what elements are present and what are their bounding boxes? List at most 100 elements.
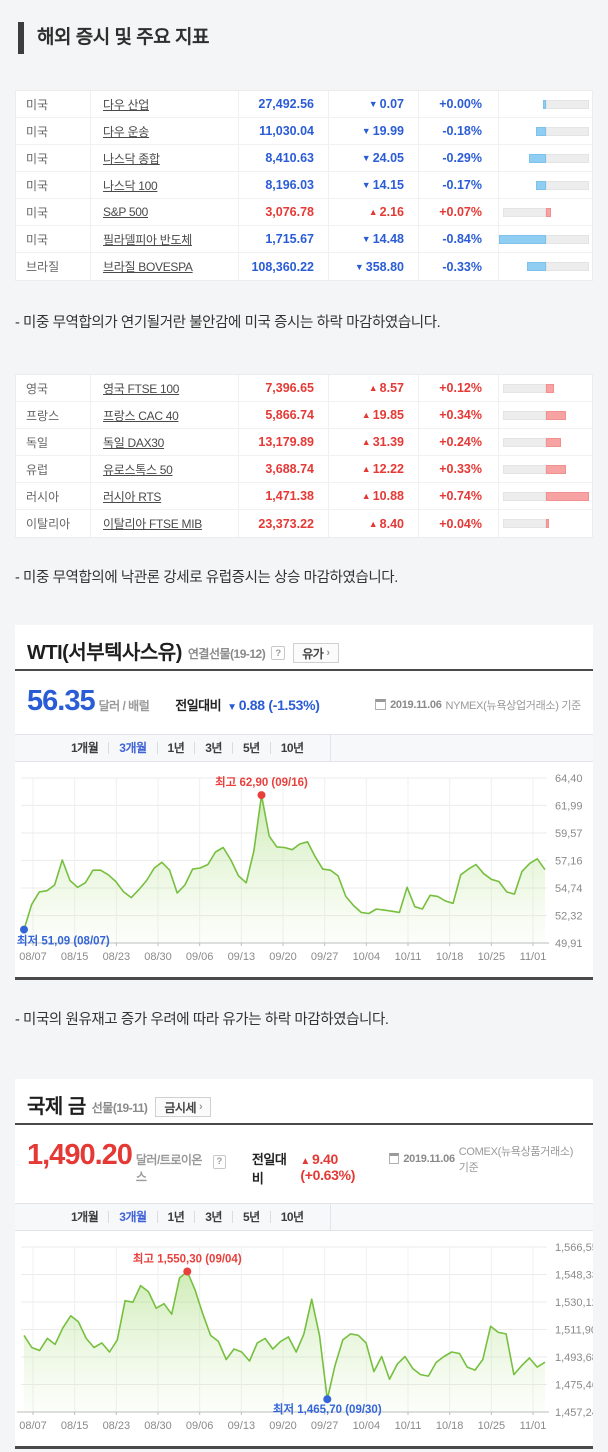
svg-text:08/07: 08/07 [19,1420,47,1432]
index-link[interactable]: 나스닥 종합 [103,151,160,166]
index-percent-cell: +0.74% [419,483,499,509]
period-tab-1년[interactable]: 1년 [156,1211,195,1223]
index-link[interactable]: 프랑스 CAC 40 [103,408,179,423]
bar-track [502,437,546,447]
bar-track [502,410,546,420]
bar-fill [526,262,546,271]
table-row: 브라질 브라질 BOVESPA 108,360.22 ▼ 358.80 -0.33% [16,253,592,280]
index-name-cell: 브라질 BOVESPA [91,253,239,280]
country-cell: 미국 [16,226,91,252]
change-bar-cell [499,199,592,225]
index-link[interactable]: 필라델피아 반도체 [103,232,192,247]
period-tab-5년[interactable]: 5년 [231,742,270,754]
period-tab-10년[interactable]: 10년 [269,742,314,754]
period-tab-3년[interactable]: 3년 [194,742,232,754]
index-link[interactable]: 다우 운송 [103,124,149,139]
help-icon[interactable]: ? [271,646,286,660]
index-value-cell: 7,396.65 [239,375,329,401]
change-bar-cell [499,91,592,117]
country-cell: 프랑스 [16,402,91,428]
svg-text:1,530,12: 1,530,12 [555,1297,593,1309]
index-change-cell: ▼ 14.48 [329,226,419,252]
period-tab-3개월[interactable]: 3개월 [108,1211,156,1223]
wti-link-button[interactable]: 유가 › [293,643,339,663]
change-bar-cell [499,510,592,537]
index-change-cell: ▲ 10.88 [329,483,419,509]
down-arrow-icon: ▼ [361,126,371,136]
period-tab-3개월[interactable]: 3개월 [108,742,156,754]
quote-source: NYMEX(뉴욕상업거래소) 기준 [445,699,582,712]
period-tab-1개월[interactable]: 1개월 [71,1210,99,1224]
index-change-cell: ▲ 8.40 [329,510,419,537]
bar-fill [528,153,546,163]
period-tab-1개월[interactable]: 1개월 [71,741,99,755]
index-percent-cell: +0.33% [419,456,499,482]
change-bar [502,491,590,501]
wti-date-info: 2019.11.06 NYMEX(뉴욕상업거래소) 기준 [375,697,581,713]
gold-link-button[interactable]: 금시세 › [155,1097,212,1117]
index-name-cell: 필라델피아 반도체 [91,226,239,252]
index-link[interactable]: 다우 산업 [103,97,149,112]
bar-track [502,519,546,528]
bar-fill [535,180,546,190]
change-bar [498,234,590,244]
down-arrow-icon: ▼ [361,153,371,163]
change-bar [502,180,590,190]
index-link[interactable]: 나스닥 100 [103,178,158,193]
svg-text:10/18: 10/18 [436,951,464,963]
svg-text:10/11: 10/11 [395,1420,422,1432]
page-title: 해외 증시 및 주요 지표 [18,22,593,54]
index-link[interactable]: 영국 FTSE 100 [103,381,180,396]
period-tab-5년[interactable]: 5년 [231,1211,270,1223]
bar-fill [535,126,546,136]
svg-text:1,511,90: 1,511,90 [555,1325,593,1337]
index-change-cell: ▲ 31.39 [329,429,419,455]
bar-track [545,99,589,109]
table-row: 러시아 러시아 RTS 1,471.38 ▲ 10.88 +0.74% [16,483,592,510]
gold-subtitle: 선물(19-11) [91,1100,148,1115]
period-tab-10년[interactable]: 10년 [269,1211,314,1223]
index-link[interactable]: 이탈리아 FTSE MIB [103,517,202,531]
gold-chart: 1,566,55 1,548,33 1,530,12 1,511,90 1,493,68… [15,1237,598,1442]
bar-fill [545,207,551,217]
area-fill [24,1271,545,1412]
svg-text:59,57: 59,57 [555,828,583,840]
bar-fill [545,383,554,393]
svg-text:11/01: 11/01 [520,951,547,963]
up-arrow-icon: ▲ [368,383,378,393]
index-link[interactable]: 독일 DAX30 [103,435,165,450]
svg-text:10/18: 10/18 [436,1420,464,1432]
change-bar-cell [499,253,592,280]
up-arrow-icon: ▲ [300,1156,310,1167]
index-change-cell: ▼ 14.15 [329,172,419,198]
wti-tabs: 1개월 3개월 1년 3년 5년 10년 [15,735,331,761]
table-row: 미국 다우 운송 11,030.04 ▼ 19.99 -0.18% [16,118,592,145]
bar-track [545,153,589,163]
index-link[interactable]: 유로스톡스 50 [103,462,173,477]
svg-text:09/27: 09/27 [311,1420,339,1432]
price-line [23,1270,546,1400]
index-percent-cell: +0.07% [419,199,499,225]
calendar-icon [375,699,387,710]
index-percent-cell: +0.00% [419,91,499,117]
country-cell: 브라질 [16,253,91,280]
index-link[interactable]: 브라질 BOVESPA [103,260,193,274]
svg-text:08/15: 08/15 [61,1420,89,1432]
period-tab-3년[interactable]: 3년 [194,1211,232,1223]
low-point-dot [323,1395,332,1404]
period-tab-1년[interactable]: 1년 [156,742,195,754]
wti-period-tabbar: 1개월 3개월 1년 3년 5년 10년 [15,734,593,762]
gold-card-header: 국제 금 선물(19-11) 금시세 › [15,1089,593,1118]
index-change-cell: ▼ 24.05 [329,145,419,171]
index-value-cell: 11,030.04 [239,118,329,144]
index-link[interactable]: 러시아 RTS [103,489,162,504]
bar-track [502,207,546,217]
bar-fill [542,99,546,109]
comment-us: - 미중 무역합의가 연기될거란 불안감에 미국 증시는 하락 마감하였습니다. [15,315,441,331]
help-icon[interactable]: ? [212,1154,226,1169]
index-link[interactable]: S&P 500 [103,205,149,219]
change-bar [502,437,590,447]
chevron-right-icon: › [326,647,330,659]
change-bar-cell [499,172,592,198]
